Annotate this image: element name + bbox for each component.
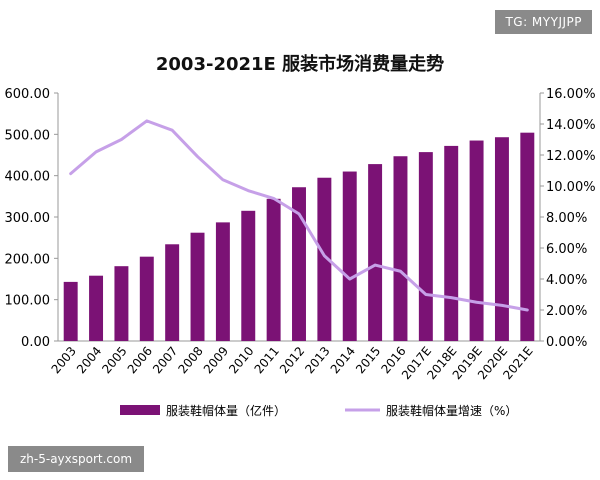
bar: [393, 156, 408, 341]
bar: [165, 244, 180, 341]
x-tick-label: 2013: [302, 344, 332, 376]
left-tick-label: 100.00: [5, 294, 51, 309]
bar: [63, 281, 78, 341]
bar: [469, 140, 484, 341]
x-tick-label: 2004: [74, 344, 104, 376]
bar: [292, 187, 306, 341]
legend-line-label: 服装鞋帽体量增速（%）: [386, 403, 517, 418]
right-tick-label: 4.00%: [546, 273, 587, 288]
watermark-top: TG: MYYJJPP: [495, 10, 592, 34]
growth-line: [69, 119, 529, 312]
bar: [342, 171, 357, 341]
bar: [139, 256, 154, 341]
legend-bar-swatch: [120, 405, 160, 415]
right-tick-label: 14.00%: [546, 118, 596, 133]
right-tick-label: 12.00%: [546, 149, 596, 164]
x-tick-label: 2010: [226, 344, 256, 376]
x-tick-label: 2007: [150, 344, 180, 376]
x-tick-label: 2008: [175, 344, 205, 376]
x-tick-label: 2011: [252, 344, 282, 376]
x-tick-label: 2012: [277, 344, 307, 376]
bar: [215, 222, 230, 341]
right-tick-label: 0.00%: [546, 335, 587, 350]
bar: [89, 275, 104, 341]
x-tick-label: 2006: [125, 344, 155, 376]
right-tick-label: 8.00%: [546, 211, 587, 226]
legend-bar-label: 服装鞋帽体量（亿件）: [166, 403, 286, 418]
x-axis-tick-labels: 2003200420052006200720082009201020112012…: [49, 344, 536, 382]
left-tick-label: 0.00: [21, 335, 50, 350]
right-tick-label: 2.00%: [546, 304, 587, 319]
x-tick-label: 2003: [49, 344, 79, 376]
x-tick-label: 2005: [99, 344, 129, 376]
bar: [520, 132, 535, 341]
left-tick-label: 400.00: [5, 170, 51, 185]
bar: [266, 198, 281, 341]
bar: [494, 137, 509, 341]
right-tick-label: 10.00%: [546, 180, 596, 195]
bar: [444, 145, 459, 341]
left-tick-label: 500.00: [5, 128, 51, 143]
bar: [114, 266, 129, 341]
right-tick-label: 6.00%: [546, 242, 587, 257]
left-tick-label: 600.00: [5, 87, 51, 102]
bar: [418, 152, 433, 341]
left-tick-label: 200.00: [5, 252, 51, 267]
left-tick-label: 300.00: [5, 211, 51, 226]
bar: [317, 177, 332, 341]
x-tick-label: 2015: [353, 344, 383, 376]
right-tick-label: 16.00%: [546, 87, 596, 102]
bar: [368, 164, 383, 341]
bar: [241, 210, 256, 341]
line-series: [69, 119, 529, 312]
chart-title: 2003-2021E 服装市场消费量走势: [156, 53, 444, 75]
x-tick-label: 2009: [201, 344, 231, 376]
x-tick-label: 2014: [328, 344, 358, 376]
right-y-axis: 0.00% 2.00% 4.00% 6.00% 8.00% 10.00% 12.00% 14.…: [539, 87, 596, 350]
watermark-bottom: zh-5-ayxsport.com: [8, 446, 145, 472]
legend: 服装鞋帽体量（亿件） 服装鞋帽体量增速（%）: [120, 403, 517, 418]
bar: [190, 232, 205, 341]
bar-series: [63, 132, 535, 341]
